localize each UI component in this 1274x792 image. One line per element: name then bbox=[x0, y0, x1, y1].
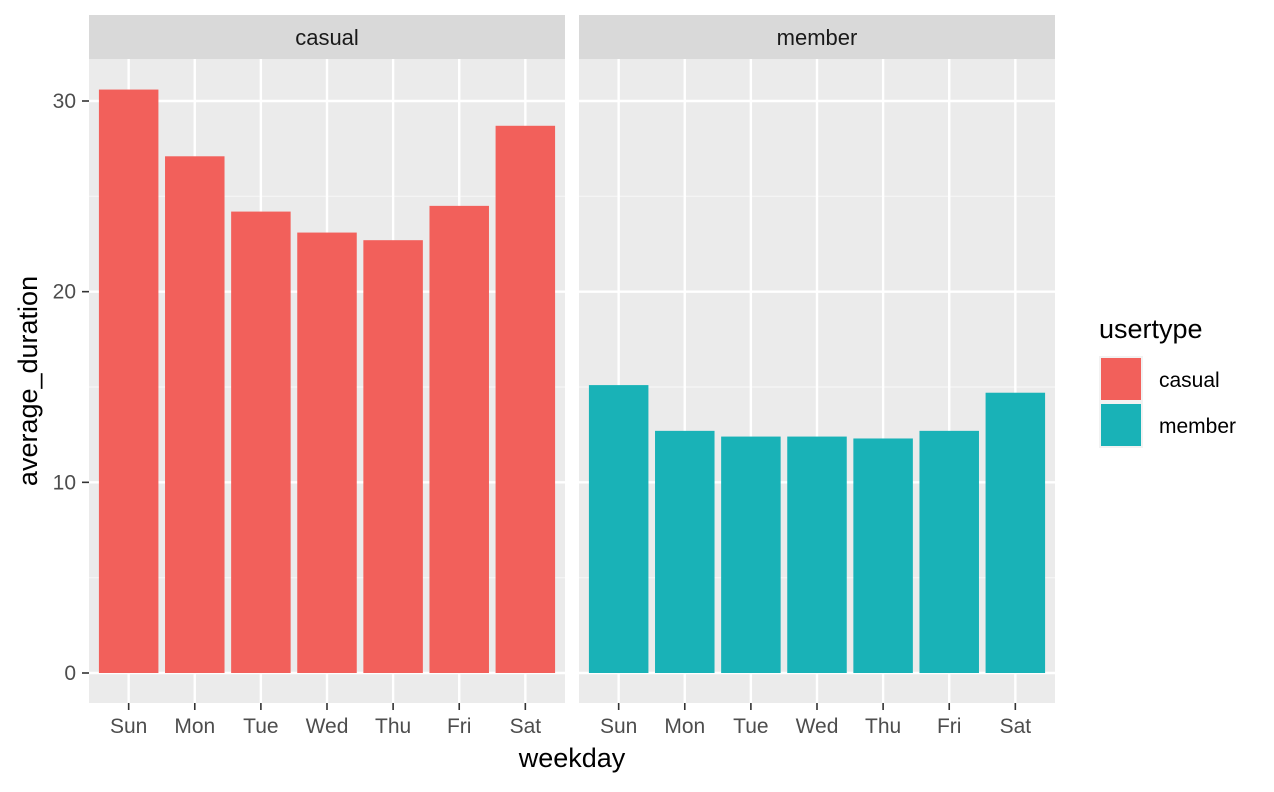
bar-member-Wed bbox=[787, 436, 847, 673]
bar-member-Thu bbox=[853, 438, 913, 673]
bar-member-Mon bbox=[655, 430, 715, 673]
x-tick-label: Wed bbox=[306, 715, 349, 738]
x-tick-label: Fri bbox=[937, 715, 962, 738]
bar-casual-Sat bbox=[495, 125, 556, 673]
bar-casual-Mon bbox=[165, 156, 225, 673]
bar-casual-Fri bbox=[429, 205, 489, 673]
legend-title: usertype bbox=[1099, 314, 1203, 344]
legend-label: casual bbox=[1159, 369, 1220, 392]
bar-casual-Tue bbox=[231, 211, 291, 673]
x-tick-label: Mon bbox=[174, 715, 215, 738]
facet-strip-label: casual bbox=[295, 25, 359, 50]
bar-member-Fri bbox=[919, 430, 979, 673]
x-tick-label: Fri bbox=[447, 715, 472, 738]
x-tick-label: Mon bbox=[664, 715, 705, 738]
bar-casual-Wed bbox=[297, 232, 357, 673]
facet-strip-member bbox=[579, 15, 1055, 59]
facet-strip-label: member bbox=[777, 25, 858, 50]
bar-member-Sun bbox=[588, 385, 649, 673]
facet-strip-casual bbox=[89, 15, 565, 59]
x-tick-label: Thu bbox=[865, 715, 901, 738]
bar-member-Sat bbox=[985, 392, 1046, 673]
legend-swatch-casual bbox=[1101, 358, 1141, 400]
bar-casual-Sun bbox=[98, 89, 159, 673]
x-tick-label: Tue bbox=[733, 715, 768, 738]
legend-swatch-member bbox=[1101, 404, 1141, 446]
x-axis-title: weekday bbox=[518, 743, 626, 773]
legend-label: member bbox=[1159, 415, 1236, 438]
x-tick-label: Sun bbox=[600, 715, 637, 738]
x-tick-label: Sat bbox=[1000, 715, 1032, 738]
bar-casual-Thu bbox=[363, 240, 423, 674]
x-tick-label: Tue bbox=[243, 715, 278, 738]
x-tick-label: Sat bbox=[510, 715, 542, 738]
x-tick-label: Thu bbox=[375, 715, 411, 738]
x-tick-label: Wed bbox=[796, 715, 839, 738]
y-tick-label: 30 bbox=[53, 90, 76, 113]
bar-member-Tue bbox=[721, 436, 781, 673]
x-tick-label: Sun bbox=[110, 715, 147, 738]
y-axis-title: average_duration bbox=[13, 276, 43, 486]
y-tick-label: 10 bbox=[53, 471, 76, 494]
y-tick-label: 0 bbox=[64, 662, 76, 685]
y-tick-label: 20 bbox=[53, 281, 76, 304]
